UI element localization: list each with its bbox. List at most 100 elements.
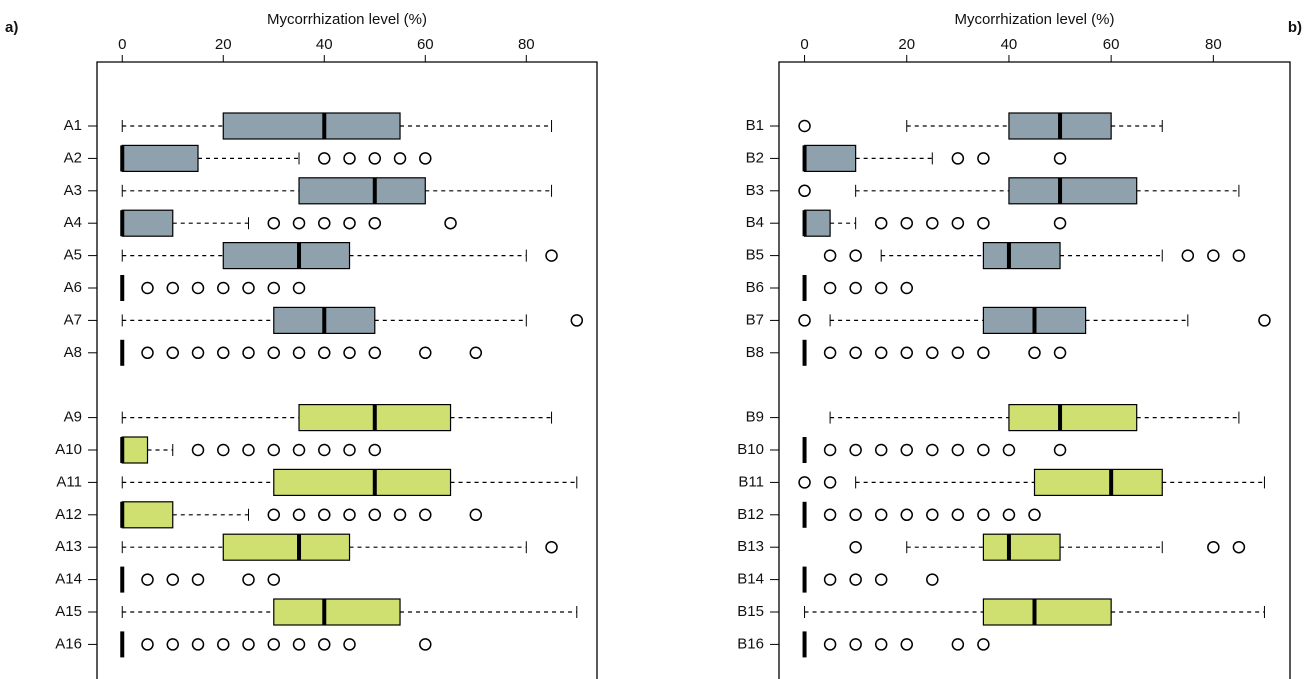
category-label: A8 [64,344,82,361]
outlier [166,281,180,295]
outlier [1258,314,1271,327]
outlier [318,346,331,360]
outlier [900,346,913,360]
x-tick-label: 20 [215,36,232,53]
outlier [267,281,281,295]
outlier [849,443,862,457]
x-tick-label: 20 [898,36,915,53]
outlier [1028,346,1041,360]
outlier [926,216,939,230]
outlier [141,573,154,586]
outlier [849,281,862,295]
box [982,533,1061,561]
outlier [823,346,837,360]
outlier [191,573,205,586]
category-label: A13 [55,538,82,555]
outlier [977,508,990,522]
box [121,144,199,172]
outlier [1232,540,1246,554]
box [1008,404,1138,432]
outlier [267,443,281,457]
outlier [977,638,990,651]
outlier [849,573,862,586]
outlier [292,216,306,230]
outlier [166,346,180,360]
outlier [900,281,913,295]
outlier [191,281,205,295]
category-label: B5 [746,247,764,264]
outlier [1207,540,1220,554]
outlier [267,508,281,522]
outlier [318,443,331,457]
category-label: A6 [64,279,82,296]
outlier [292,443,306,457]
outlier [1053,152,1067,165]
outlier [343,152,356,165]
outlier [242,281,255,295]
category-label: A5 [64,247,82,264]
outlier [1002,508,1016,522]
category-label: A7 [64,311,82,328]
outlier [823,573,837,586]
outlier [318,638,331,651]
category-label: B16 [737,635,764,652]
outlier [823,638,837,651]
x-tick-label: 80 [518,36,535,53]
outlier [1232,249,1246,262]
outlier [191,443,205,457]
outlier [1028,508,1041,522]
box [273,468,452,496]
outlier [951,346,965,360]
x-tick-label: 60 [417,36,434,53]
outlier [292,508,306,522]
category-label: B8 [746,344,764,361]
outlier [1002,443,1016,457]
x-tick-label: 60 [1103,36,1120,53]
outlier [977,443,990,457]
outlier [217,281,230,295]
category-label: A9 [64,409,82,426]
outlier [318,508,331,522]
outlier [242,573,255,586]
outlier [798,184,811,198]
outlier [874,216,888,230]
category-label: B3 [746,182,764,199]
outlier [874,573,888,586]
outlier [798,476,811,489]
category-label: B9 [746,409,764,426]
outlier [343,508,356,522]
outlier [318,216,331,230]
outlier [419,346,432,360]
panel-label: a) [5,19,18,36]
outlier [393,152,407,165]
outlier [343,346,356,360]
category-label: A11 [56,473,82,490]
outlier [141,638,154,651]
outlier [926,508,939,522]
outlier [849,249,862,262]
category-label: A16 [55,635,82,652]
outlier [1181,249,1195,262]
x-tick-label: 80 [1205,36,1222,53]
category-label: A4 [64,214,82,231]
outlier [900,216,913,230]
panel-label: b) [1288,19,1302,36]
outlier [951,152,965,165]
box [273,598,401,626]
outlier [1053,216,1067,230]
outlier [874,281,888,295]
outlier [926,346,939,360]
outlier [267,638,281,651]
outlier [242,346,255,360]
outlier [242,443,255,457]
category-label: B7 [746,311,764,328]
box [121,436,149,464]
category-label: B13 [737,538,764,555]
outlier [951,443,965,457]
box [222,112,401,140]
outlier [267,346,281,360]
category-label: A14 [55,571,82,588]
outlier [545,540,558,554]
outlier [166,573,180,586]
category-label: B6 [746,279,764,296]
